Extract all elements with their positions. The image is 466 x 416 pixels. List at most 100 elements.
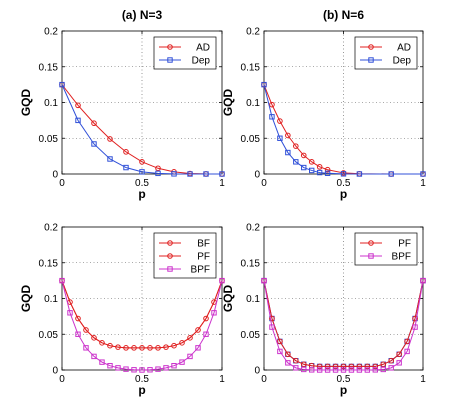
data-point bbox=[131, 367, 137, 373]
data-point bbox=[195, 345, 201, 351]
data-point bbox=[356, 171, 363, 177]
legend-marker bbox=[167, 253, 173, 259]
y-tick-label: 0.05 bbox=[241, 134, 261, 145]
y-tick-label: 0.2 bbox=[246, 27, 260, 38]
y-tick-label: 0.2 bbox=[44, 223, 58, 234]
y-tick-label: 0.1 bbox=[246, 98, 260, 109]
data-point bbox=[123, 366, 129, 372]
data-point bbox=[187, 171, 193, 177]
series-line bbox=[61, 84, 222, 175]
y-tick-label: 0.1 bbox=[44, 294, 58, 305]
y-tick-label: 0.05 bbox=[241, 330, 261, 341]
data-point bbox=[300, 361, 307, 368]
y-tick-label: 0.1 bbox=[246, 294, 260, 305]
legend-label: PF bbox=[197, 252, 210, 263]
data-point bbox=[107, 363, 113, 369]
y-tick-label: 0.15 bbox=[39, 258, 59, 269]
data-point bbox=[269, 114, 275, 120]
data-point bbox=[372, 363, 379, 370]
y-tick-label: 0.2 bbox=[246, 223, 260, 234]
data-point bbox=[83, 345, 89, 351]
y-axis-label: GQD bbox=[19, 285, 33, 313]
x-tick-label: 1 bbox=[420, 178, 426, 189]
x-tick-label: 0 bbox=[261, 178, 267, 189]
data-point bbox=[372, 367, 379, 373]
data-point bbox=[277, 338, 283, 345]
data-point bbox=[380, 366, 386, 373]
data-point bbox=[163, 365, 169, 371]
series-dep bbox=[261, 81, 426, 177]
data-point bbox=[171, 171, 177, 177]
data-point bbox=[75, 117, 81, 124]
legend-box bbox=[153, 36, 217, 70]
legend-marker bbox=[368, 253, 374, 259]
data-point bbox=[364, 363, 371, 370]
data-point bbox=[99, 359, 105, 365]
data-point bbox=[324, 363, 331, 370]
data-point bbox=[340, 171, 347, 177]
data-point bbox=[404, 348, 410, 355]
y-tick-label: 0 bbox=[254, 170, 260, 181]
chart-title: (b) N=6 bbox=[323, 8, 364, 22]
data-point bbox=[316, 169, 323, 176]
x-tick-label: 0.5 bbox=[337, 178, 351, 189]
data-point bbox=[155, 170, 161, 177]
data-point bbox=[340, 367, 347, 373]
series-line bbox=[61, 280, 223, 371]
data-point bbox=[300, 152, 307, 159]
data-point bbox=[139, 159, 145, 165]
data-point bbox=[75, 102, 81, 109]
data-point bbox=[293, 357, 299, 364]
series-bpf bbox=[59, 277, 225, 373]
data-point bbox=[91, 141, 97, 147]
data-point bbox=[277, 118, 283, 124]
data-point bbox=[203, 171, 209, 177]
data-point bbox=[316, 164, 323, 170]
data-point bbox=[123, 164, 129, 171]
data-point bbox=[203, 331, 209, 337]
data-point bbox=[404, 338, 410, 345]
legend-marker bbox=[368, 240, 374, 246]
data-point bbox=[348, 367, 355, 373]
data-point bbox=[75, 331, 81, 337]
data-point bbox=[420, 277, 426, 284]
data-point bbox=[91, 353, 97, 360]
data-point bbox=[340, 363, 347, 370]
data-point bbox=[219, 171, 225, 177]
series-pf bbox=[61, 280, 223, 349]
data-point bbox=[269, 101, 275, 108]
data-point bbox=[396, 351, 402, 358]
legend: BF PF BPF bbox=[153, 232, 217, 279]
data-point bbox=[301, 164, 307, 171]
legend-box bbox=[354, 232, 418, 266]
x-tick-label: 0 bbox=[59, 374, 65, 385]
data-point bbox=[324, 170, 331, 176]
data-point bbox=[332, 363, 339, 370]
data-point bbox=[356, 367, 363, 373]
y-tick-label: 0.15 bbox=[39, 62, 59, 73]
legend-marker bbox=[368, 44, 374, 50]
y-tick-label: 0.15 bbox=[241, 258, 261, 269]
data-point bbox=[412, 315, 418, 322]
data-point bbox=[171, 363, 177, 369]
legend-label: Dep bbox=[192, 56, 211, 67]
legend: PF BPF bbox=[354, 232, 418, 266]
legend-label: AD bbox=[397, 43, 411, 54]
data-point bbox=[309, 167, 315, 174]
data-point bbox=[59, 277, 65, 284]
data-point bbox=[364, 367, 371, 373]
data-point bbox=[277, 135, 283, 141]
series-bpf bbox=[261, 277, 426, 373]
legend-label: Dep bbox=[393, 56, 412, 67]
data-point bbox=[139, 367, 145, 373]
data-point bbox=[261, 81, 267, 88]
data-point bbox=[412, 324, 418, 330]
data-point bbox=[309, 367, 315, 373]
data-point bbox=[91, 120, 97, 127]
data-point bbox=[115, 365, 121, 371]
legend-marker bbox=[167, 44, 173, 50]
chart-panel-1: (b) N=6 0 0.05 0.1 0.15 0.2 0 0.5 1 p GQD AD Dep bbox=[221, 8, 426, 201]
data-point bbox=[195, 327, 201, 333]
y-tick-label: 0 bbox=[52, 170, 58, 181]
legend-label: AD bbox=[196, 43, 210, 54]
